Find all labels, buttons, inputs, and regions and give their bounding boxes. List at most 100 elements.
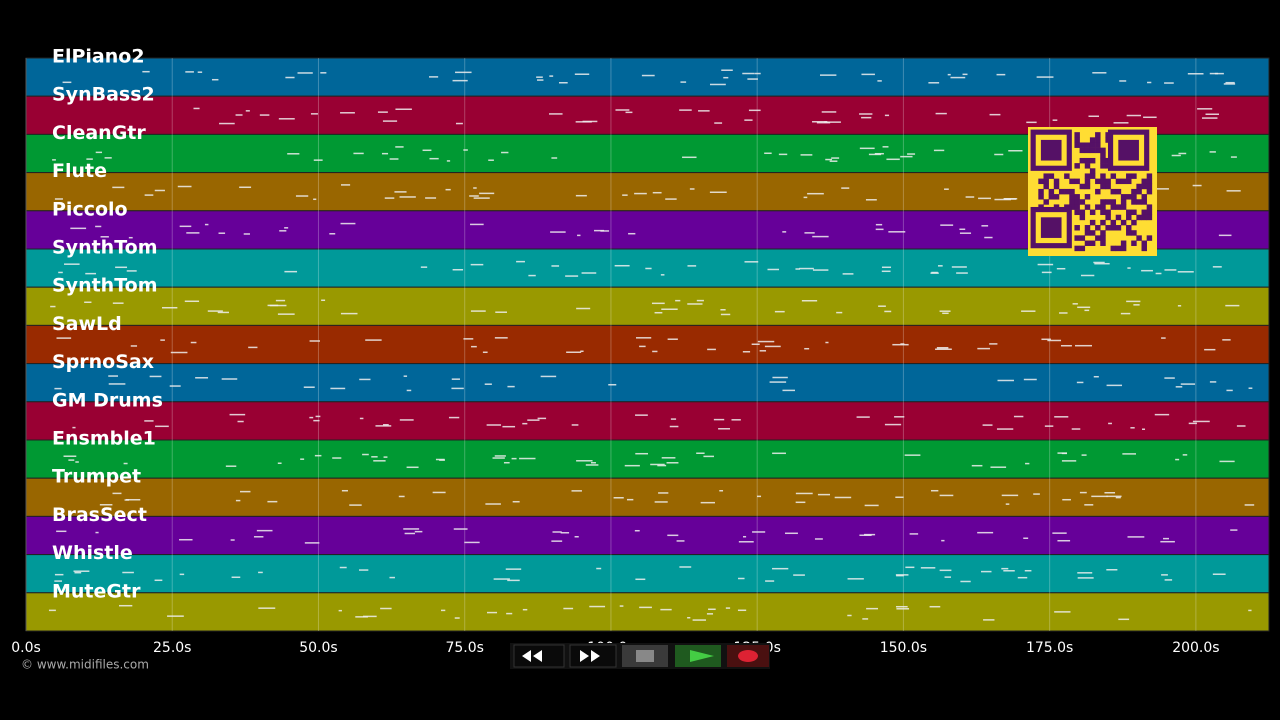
qr-cell <box>1043 199 1049 205</box>
note <box>549 75 554 77</box>
qr-cell <box>1074 225 1080 231</box>
qr-cell <box>1058 188 1065 195</box>
note <box>594 229 605 232</box>
note <box>309 340 320 342</box>
qr-cell <box>1084 142 1091 148</box>
note <box>253 536 264 538</box>
qr-cell <box>1095 188 1101 195</box>
note <box>959 228 966 231</box>
note <box>939 494 954 497</box>
transport-controls <box>510 643 770 669</box>
note <box>990 466 1007 468</box>
track-label: ElPiano2 <box>52 46 145 68</box>
record-icon <box>738 650 758 662</box>
note <box>493 578 510 580</box>
note <box>641 74 655 77</box>
note <box>383 456 388 458</box>
note <box>486 424 502 426</box>
note <box>639 345 646 348</box>
note <box>1062 498 1071 501</box>
record-button[interactable] <box>727 645 769 667</box>
note <box>847 614 852 617</box>
note <box>661 308 678 311</box>
note <box>861 73 875 76</box>
note <box>675 299 681 302</box>
note <box>84 301 92 304</box>
note <box>1054 416 1069 418</box>
qr-cell <box>1043 178 1049 185</box>
tick-label: 25.0s <box>153 640 191 656</box>
note <box>1248 387 1253 389</box>
note <box>660 608 672 611</box>
note <box>680 81 687 83</box>
note <box>48 609 56 612</box>
note <box>1141 269 1153 272</box>
note <box>522 422 528 425</box>
qr-cell <box>1079 235 1086 241</box>
note <box>608 383 617 386</box>
qr-cell <box>1131 219 1137 226</box>
note <box>239 186 252 189</box>
note <box>757 495 762 498</box>
note <box>920 567 936 569</box>
qr-cell <box>1043 183 1049 190</box>
note <box>381 152 389 155</box>
note <box>951 266 967 268</box>
note <box>939 569 952 572</box>
note <box>575 121 592 123</box>
qr-cell <box>1100 147 1106 154</box>
qr-cell <box>1069 204 1075 210</box>
note <box>1115 496 1121 499</box>
note <box>1037 263 1054 266</box>
qr-cell <box>1074 137 1080 143</box>
note <box>563 607 574 610</box>
note <box>154 579 163 582</box>
note <box>580 350 584 353</box>
qr-cell <box>1141 199 1147 205</box>
note <box>1052 532 1067 534</box>
note <box>371 456 378 458</box>
tick-label: 75.0s <box>445 640 483 656</box>
note <box>772 567 789 570</box>
note <box>865 199 877 201</box>
note <box>99 504 113 506</box>
note <box>767 268 780 271</box>
note <box>207 310 223 312</box>
note <box>330 387 346 390</box>
qr-cell <box>1146 173 1153 179</box>
note <box>245 110 250 112</box>
qr-cell <box>1079 183 1086 190</box>
note <box>679 109 692 111</box>
note <box>303 386 315 388</box>
note <box>928 82 940 84</box>
qr-cell <box>1084 240 1091 246</box>
qr-cell <box>1074 178 1080 185</box>
qr-cell <box>1146 209 1153 216</box>
stop-button[interactable] <box>622 645 668 667</box>
play-button[interactable] <box>675 645 721 667</box>
note <box>128 236 133 239</box>
note <box>516 260 525 263</box>
qr-cell <box>1120 240 1127 246</box>
note <box>759 350 767 352</box>
note <box>720 309 726 311</box>
qr-cell <box>1120 194 1127 200</box>
note <box>1126 300 1141 303</box>
note <box>829 160 838 162</box>
qr-cell <box>1141 214 1147 221</box>
note <box>650 463 665 466</box>
note <box>144 194 154 196</box>
note <box>935 112 947 115</box>
note <box>1001 567 1009 570</box>
note <box>315 415 321 418</box>
note <box>737 609 747 612</box>
rewind-button[interactable] <box>513 644 565 668</box>
note <box>464 541 480 544</box>
forward-button[interactable] <box>569 644 617 668</box>
note <box>125 498 141 501</box>
note <box>634 192 647 195</box>
qr-cell <box>1100 240 1106 246</box>
note <box>551 157 558 159</box>
note <box>1033 493 1040 495</box>
note <box>709 83 726 86</box>
